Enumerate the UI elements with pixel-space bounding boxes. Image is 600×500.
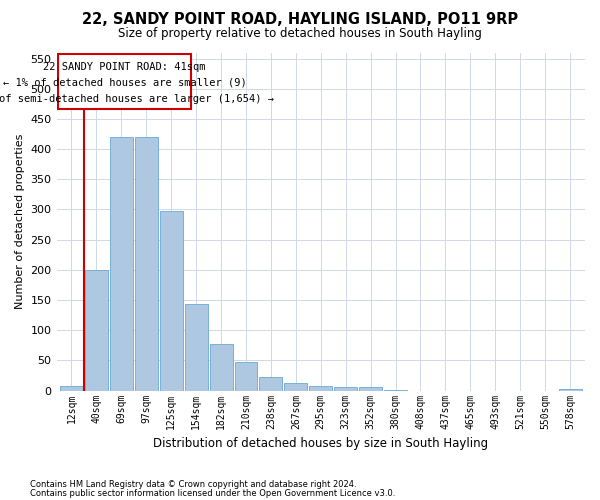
FancyBboxPatch shape	[58, 54, 191, 108]
Bar	[135, 137, 158, 390]
Text: Size of property relative to detached houses in South Hayling: Size of property relative to detached ho…	[118, 28, 482, 40]
Text: ← 1% of detached houses are smaller (9): ← 1% of detached houses are smaller (9)	[2, 78, 247, 88]
Bar	[160, 210, 182, 390]
Text: 99% of semi-detached houses are larger (1,654) →: 99% of semi-detached houses are larger (…	[0, 94, 274, 104]
X-axis label: Distribution of detached houses by size in South Hayling: Distribution of detached houses by size …	[153, 437, 488, 450]
Bar	[559, 389, 581, 390]
Bar	[284, 384, 307, 390]
Bar	[85, 270, 108, 390]
Bar	[185, 304, 208, 390]
Bar	[235, 362, 257, 390]
Text: 22 SANDY POINT ROAD: 41sqm: 22 SANDY POINT ROAD: 41sqm	[43, 62, 206, 72]
Text: 22, SANDY POINT ROAD, HAYLING ISLAND, PO11 9RP: 22, SANDY POINT ROAD, HAYLING ISLAND, PO…	[82, 12, 518, 28]
Bar	[359, 387, 382, 390]
Bar	[209, 344, 233, 391]
Bar	[60, 386, 83, 390]
Text: Contains public sector information licensed under the Open Government Licence v3: Contains public sector information licen…	[30, 488, 395, 498]
Bar	[310, 386, 332, 390]
Text: Contains HM Land Registry data © Crown copyright and database right 2024.: Contains HM Land Registry data © Crown c…	[30, 480, 356, 489]
Bar	[110, 137, 133, 390]
Bar	[334, 387, 357, 390]
Bar	[259, 377, 283, 390]
Y-axis label: Number of detached properties: Number of detached properties	[15, 134, 25, 310]
